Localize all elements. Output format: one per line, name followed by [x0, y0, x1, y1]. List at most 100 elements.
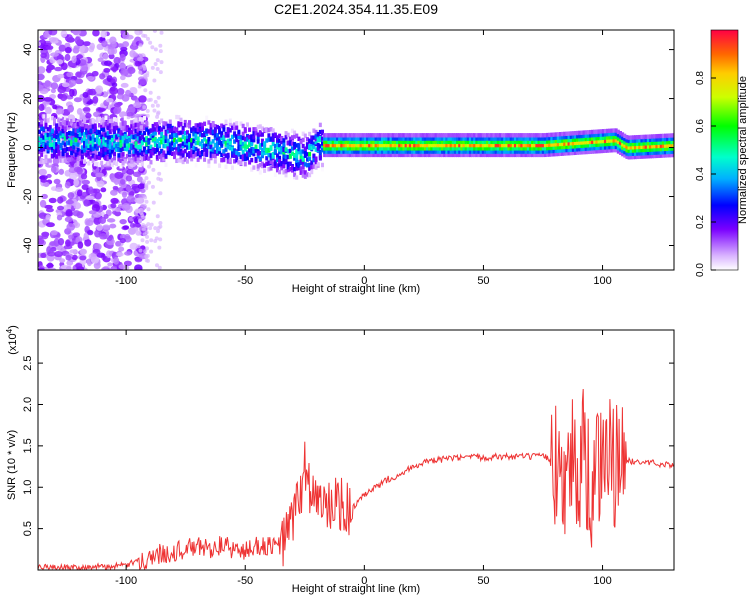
heatmap-cell — [155, 114, 160, 119]
heatmap-cell — [340, 136, 344, 141]
heatmap-cell — [121, 146, 125, 152]
heatmap-cell — [672, 149, 674, 154]
heatmap-cell — [561, 138, 565, 143]
heatmap-cell — [162, 124, 166, 130]
heatmap-cell — [548, 145, 552, 151]
heatmap-cell — [631, 154, 635, 160]
heatmap-cell — [355, 149, 359, 154]
heatmap-cell — [434, 133, 438, 138]
heatmap-cell — [335, 152, 339, 158]
heatmap-cell — [248, 152, 252, 158]
heatmap-cell — [479, 152, 483, 158]
heatmap-cell — [170, 130, 174, 135]
heatmap-cell — [376, 139, 380, 145]
heatmap-cell — [567, 141, 571, 146]
heatmap-cell — [39, 175, 48, 180]
heatmap-cell — [148, 226, 153, 231]
heatmap-cell — [166, 123, 170, 129]
heatmap-cell — [224, 147, 228, 152]
heatmap-cell — [383, 136, 387, 141]
heatmap-cell — [113, 256, 120, 265]
heatmap-cell — [601, 132, 605, 137]
heatmap-cell — [391, 133, 395, 138]
heatmap-cell — [209, 146, 213, 152]
heatmap-cell — [404, 139, 408, 145]
heatmap-cell — [368, 142, 372, 148]
heatmap-cell — [670, 139, 674, 145]
heatmap-cell — [479, 146, 483, 151]
heatmap-cell — [612, 134, 616, 140]
heatmap-cell — [226, 152, 230, 158]
heatmap-cell — [46, 141, 50, 146]
heatmap-cell — [72, 30, 82, 36]
heatmap-cell — [357, 139, 361, 145]
heatmap-cell — [213, 149, 217, 155]
heatmap-cell — [254, 144, 258, 149]
heatmap-cell — [44, 144, 48, 150]
heatmap-cell — [125, 146, 129, 151]
heatmap-cell — [548, 136, 552, 141]
heatmap-cell — [134, 148, 138, 153]
heatmap-cell — [155, 58, 160, 63]
heatmap-cell — [312, 141, 316, 147]
heatmap-cell — [297, 165, 301, 171]
heatmap-cell — [168, 134, 172, 139]
heatmap-cell — [387, 149, 391, 154]
heatmap-cell — [353, 139, 357, 145]
heatmap-cell — [582, 149, 586, 155]
heatmap-cell — [278, 143, 282, 148]
heatmap-cell — [117, 153, 121, 158]
heatmap-cell — [503, 152, 507, 158]
heatmap-cell — [571, 144, 575, 149]
heatmap-cell — [265, 156, 269, 161]
heatmap-cell — [38, 136, 41, 141]
heatmap-cell — [381, 133, 385, 138]
heatmap-cell — [350, 136, 354, 141]
heatmap-cell — [211, 129, 215, 134]
heatmap-cell — [144, 186, 149, 191]
heatmap-cell — [327, 142, 331, 148]
heatmap-cell — [417, 146, 421, 151]
heatmap-cell — [494, 133, 498, 138]
heatmap-cell — [629, 138, 633, 144]
heatmap-cell — [509, 149, 513, 154]
heatmap-cell — [260, 161, 264, 167]
heatmap-cell — [524, 152, 528, 158]
heatmap-cell — [74, 36, 81, 45]
heatmap-cell — [72, 145, 76, 150]
heatmap-plot-area — [38, 30, 674, 270]
heatmap-cell — [518, 142, 522, 148]
heatmap-cell — [537, 146, 541, 151]
heatmap-cell — [162, 143, 166, 149]
heatmap-cell — [57, 196, 64, 204]
heatmap-cell — [428, 142, 432, 148]
heatmap-cell — [151, 150, 155, 155]
heatmap-cell — [640, 134, 644, 140]
heatmap-cell — [230, 134, 234, 140]
heatmap-cell — [138, 136, 142, 141]
heatmap-cell — [342, 136, 346, 141]
heatmap-cell — [646, 144, 650, 149]
heatmap-cell — [543, 146, 547, 151]
heatmap-cell — [473, 139, 477, 145]
heatmap-cell — [158, 126, 162, 131]
heatmap-cell — [94, 243, 102, 251]
heatmap-cell — [432, 152, 436, 158]
heatmap-cell — [460, 133, 464, 138]
heatmap-cell — [248, 127, 252, 132]
heatmap-y-tick-label: -20 — [22, 189, 34, 205]
heatmap-cell — [243, 136, 247, 142]
heatmap-cell — [166, 142, 170, 147]
heatmap-cell — [438, 152, 442, 158]
heatmap-cell — [636, 148, 640, 153]
heatmap-cell — [535, 136, 539, 141]
heatmap-cell — [531, 133, 535, 138]
heatmap-cell — [44, 118, 48, 123]
heatmap-cell — [486, 149, 490, 154]
heatmap-cell — [432, 142, 436, 148]
heatmap-cell — [601, 138, 605, 144]
heatmap-cell — [638, 138, 642, 143]
heatmap-cell — [430, 139, 434, 145]
heatmap-cell — [633, 138, 637, 143]
heatmap-cell — [109, 86, 119, 95]
